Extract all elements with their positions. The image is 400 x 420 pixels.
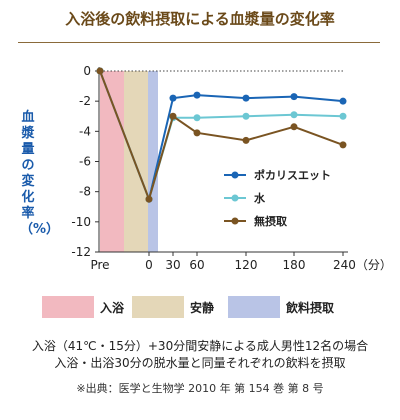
series-1-point xyxy=(290,111,298,119)
phase-label-rest: 安静 xyxy=(190,301,215,315)
phase-swatch-drink xyxy=(228,296,280,318)
phase-legend: 入浴 安静 飲料摂取 xyxy=(0,296,400,320)
y-tick-label: -4 xyxy=(79,124,91,138)
caption-line-2: 入浴・出浴30分の脱水量と同量それぞれの飲料を摂取 xyxy=(54,356,346,370)
series-1-point xyxy=(339,112,347,120)
chart-title: 入浴後の飲料摂取による血漿量の変化率 xyxy=(65,10,335,28)
y-tick-label: -12 xyxy=(71,245,91,259)
caption-line-1: 入浴（41℃・15分）+30分間安静による成人男性12名の場合 xyxy=(31,339,369,353)
series-0-point xyxy=(169,94,177,102)
series-1-point xyxy=(193,114,201,122)
legend-marker-1 xyxy=(231,194,239,202)
series-2-point xyxy=(242,136,250,144)
y-tick-label: -10 xyxy=(71,215,91,229)
title-divider xyxy=(18,42,380,43)
y-tick-label: -8 xyxy=(79,185,91,199)
series-2-point xyxy=(145,195,153,203)
y-tick-label: -6 xyxy=(79,155,91,169)
legend-label-0: ポカリスエット xyxy=(254,168,331,182)
series-0-point xyxy=(290,93,298,101)
series-2-point xyxy=(339,141,347,149)
series-2-point xyxy=(169,112,177,120)
series-0-point xyxy=(339,97,347,105)
phase-band-2 xyxy=(148,71,158,252)
phase-label-bath: 入浴 xyxy=(100,301,125,315)
series-0-point xyxy=(242,94,250,102)
phase-swatch-rest xyxy=(132,296,184,318)
x-tick-label: 30 xyxy=(165,258,180,272)
phase-band-0 xyxy=(100,71,124,252)
phase-swatch-bath xyxy=(42,296,94,318)
x-tick-label: Pre xyxy=(90,258,109,272)
series-2-point xyxy=(290,123,298,131)
legend-marker-2 xyxy=(231,217,239,225)
legend-label-1: 水 xyxy=(254,191,266,205)
series-2-point xyxy=(96,67,104,75)
phase-band-1 xyxy=(124,71,148,252)
series-0-point xyxy=(193,91,201,99)
x-tick-label: 120 xyxy=(235,258,258,272)
series-1-point xyxy=(242,112,250,120)
x-tick-label: 0 xyxy=(145,258,153,272)
legend-marker-0 xyxy=(231,171,239,179)
source-note: ※出典：医学と生物学 2010 年 第 154 巻 第 8 号 xyxy=(76,382,324,395)
y-tick-label: -2 xyxy=(79,94,91,108)
legend-label-2: 無摂取 xyxy=(254,214,287,228)
phase-label-drink: 飲料摂取 xyxy=(286,301,335,315)
x-tick-label: 180 xyxy=(283,258,306,272)
y-tick-label: 0 xyxy=(83,64,91,78)
series-2-point xyxy=(193,129,201,137)
x-tick-label: 240（分） xyxy=(333,258,392,272)
x-tick-label: 60 xyxy=(189,258,204,272)
